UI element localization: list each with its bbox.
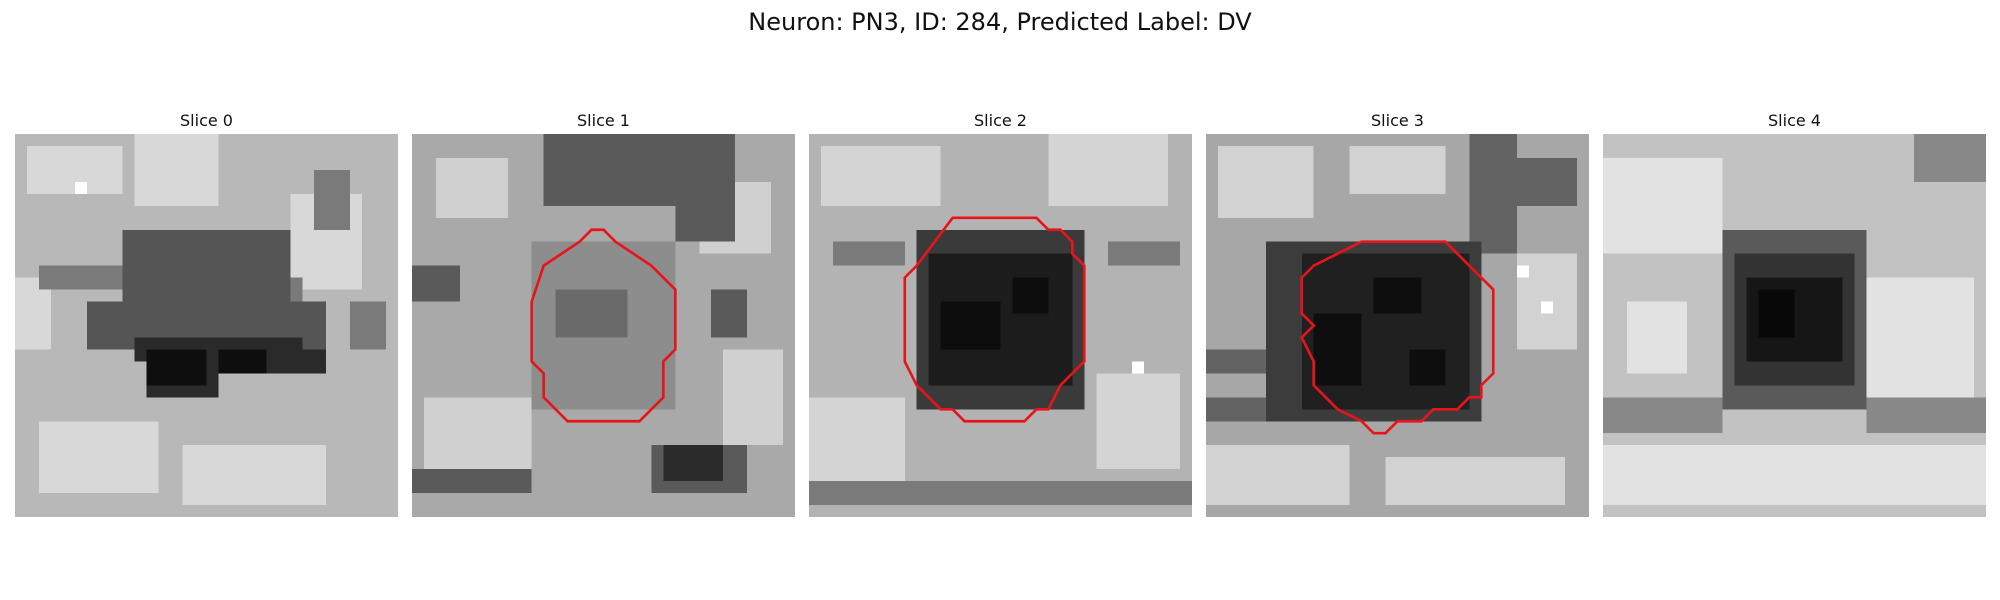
slice-panel-3: Slice 3 <box>1206 110 1589 517</box>
slice-image-2 <box>809 134 1192 517</box>
slice-panel-0: Slice 0 <box>15 110 398 517</box>
slice-panel-4: Slice 4 <box>1603 110 1986 517</box>
slice-title: Slice 1 <box>412 110 795 132</box>
slice-title: Slice 2 <box>809 110 1192 132</box>
slice-panel-1: Slice 1 <box>412 110 795 517</box>
slice-title: Slice 0 <box>15 110 398 132</box>
figure-title: Neuron: PN3, ID: 284, Predicted Label: D… <box>0 8 2000 36</box>
slice-title: Slice 3 <box>1206 110 1589 132</box>
slice-panel-2: Slice 2 <box>809 110 1192 517</box>
slice-title: Slice 4 <box>1603 110 1986 132</box>
slice-image-3 <box>1206 134 1589 517</box>
slice-image-4 <box>1603 134 1986 517</box>
slice-image-0 <box>15 134 398 517</box>
slice-image-1 <box>412 134 795 517</box>
